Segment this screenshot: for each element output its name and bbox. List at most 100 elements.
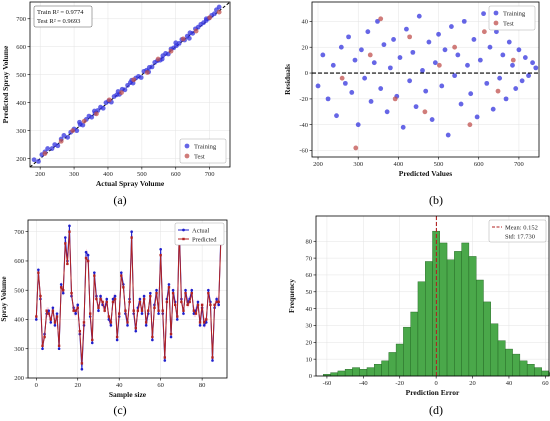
x-tick-label: 20 [469, 380, 476, 387]
histogram-bar [417, 281, 426, 377]
y-tick-label: 700 [16, 16, 26, 23]
predicted-point [68, 230, 71, 233]
training-point [61, 132, 67, 138]
predicted-point [159, 253, 162, 257]
predicted-point [147, 309, 150, 312]
actual-point [207, 288, 210, 292]
training-point [452, 73, 458, 79]
predicted-point [200, 303, 204, 307]
histogram-bar [497, 340, 506, 377]
y-tick-label: -60 [299, 148, 308, 155]
x-tick-label: 300 [353, 161, 363, 168]
predicted-point [113, 297, 117, 301]
training-point [368, 99, 374, 104]
training-point [432, 60, 438, 66]
predicted-point [53, 321, 57, 324]
training-point [490, 106, 496, 112]
training-point [45, 146, 51, 151]
training-point [503, 96, 509, 102]
y-tick-label: 400 [16, 100, 26, 107]
plot-frame [315, 215, 550, 377]
actual-point [41, 347, 44, 351]
legend-std-label: Std: 17.730 [505, 233, 535, 240]
training-point [530, 60, 535, 66]
training-point [439, 83, 445, 89]
histogram-bar [388, 352, 397, 377]
training-point [506, 39, 512, 45]
predicted-point [47, 312, 50, 315]
predicted-point [176, 315, 179, 318]
y-tick-label: 70 [306, 255, 313, 262]
predicted-point [39, 294, 42, 298]
test-point [155, 56, 161, 62]
test-point [436, 62, 442, 68]
r2-annotation-box [33, 5, 93, 28]
training-point [426, 39, 432, 45]
training-point [55, 143, 61, 149]
training-point [122, 87, 128, 93]
training-point [365, 29, 371, 35]
training-point [173, 40, 179, 46]
predicted-point [80, 362, 84, 365]
predicted-point [55, 315, 59, 318]
predicted-point [209, 303, 212, 307]
histogram-bar [330, 372, 339, 377]
training-point [342, 80, 348, 86]
training-point [429, 117, 435, 122]
histogram-bar [475, 279, 484, 377]
y-axis-label: Predicted Spray Volume [1, 45, 10, 123]
predicted-point [217, 300, 220, 304]
predicted-point [41, 344, 44, 348]
histogram-bar [344, 369, 353, 377]
test-point [495, 88, 501, 94]
training-point [190, 30, 196, 36]
predicted-point [130, 236, 133, 239]
training-point [100, 105, 106, 111]
test-point [81, 118, 87, 124]
predicted-point [184, 291, 187, 295]
predicted-point [149, 294, 152, 298]
legend-label: Training [503, 11, 526, 18]
histogram-bar [410, 311, 419, 377]
test-point [168, 48, 174, 54]
training-point [355, 122, 361, 128]
test-point [144, 70, 150, 75]
y-tick-label: -20 [299, 96, 308, 103]
predicted-point [66, 262, 69, 266]
x-tick-label: 0 [435, 380, 438, 387]
x-axis-label: Prediction Error [406, 388, 460, 397]
training-point [349, 90, 355, 95]
actual-point [190, 288, 194, 292]
legend-mean-label: Mean: 0.152 [505, 224, 538, 231]
training-point [533, 65, 539, 71]
predicted-point [101, 300, 104, 304]
predicted-point [109, 321, 113, 324]
predicted-point [64, 242, 67, 245]
histogram-bar [374, 364, 382, 377]
predicted-point [132, 309, 135, 312]
training-point [359, 47, 364, 53]
actual-point [151, 338, 154, 342]
predicted-point [35, 315, 38, 318]
legend-label: Actual [192, 227, 210, 234]
test-point [207, 15, 213, 21]
legend-marker-predicted [182, 237, 185, 241]
y-tick-label: 40 [302, 19, 309, 26]
actual-point [215, 297, 218, 301]
predicted-point [215, 300, 218, 304]
actual-point [97, 309, 100, 313]
actual-point [171, 288, 175, 292]
training-point [384, 109, 390, 115]
training-point [497, 75, 503, 81]
test-point [510, 57, 516, 63]
predicted-point [49, 318, 53, 321]
training-point [346, 34, 351, 40]
y-tick-label: -40 [299, 122, 308, 129]
training-point [510, 62, 515, 68]
training-point [397, 55, 403, 60]
training-point [487, 44, 493, 50]
test-point [119, 90, 124, 96]
actual-point [157, 312, 160, 315]
predicted-point [142, 297, 146, 301]
legend-label: Test [194, 154, 205, 161]
